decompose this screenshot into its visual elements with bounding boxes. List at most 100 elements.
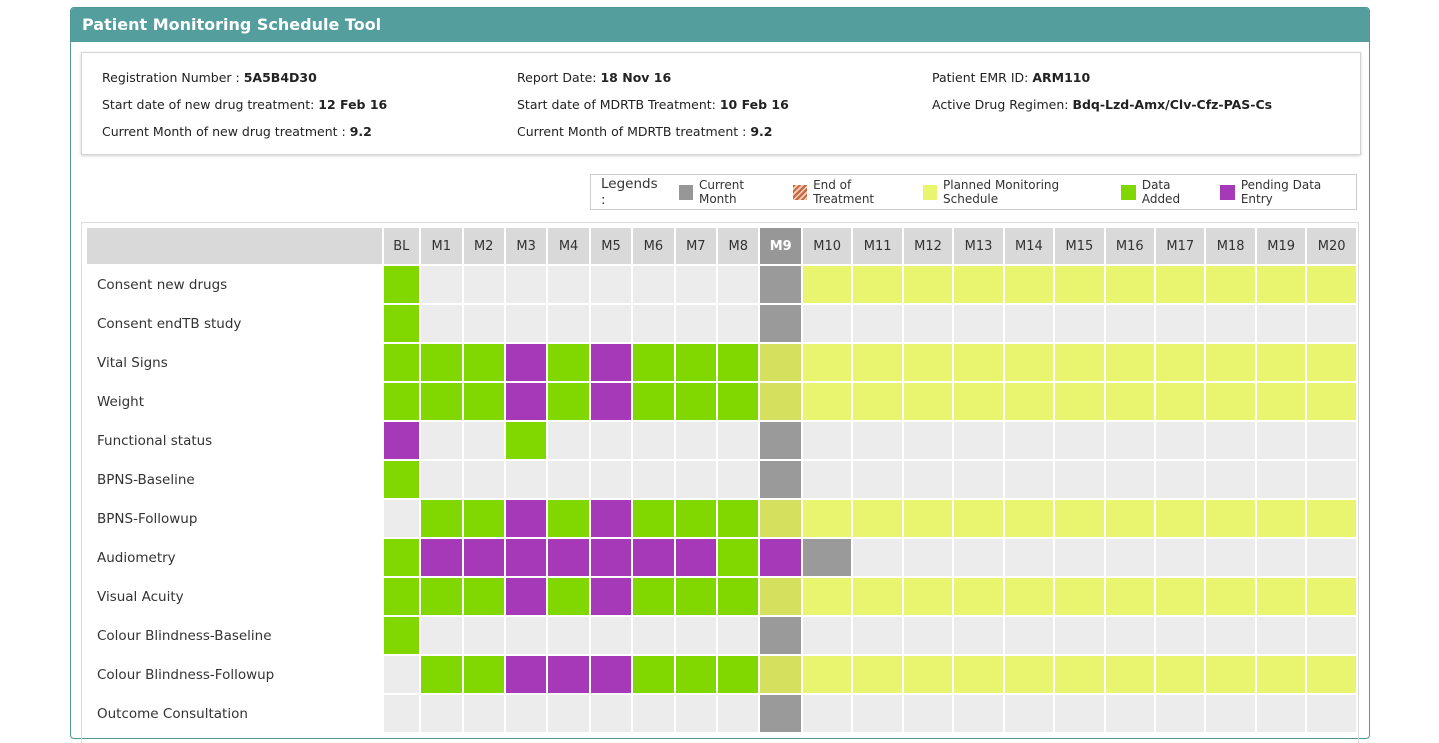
schedule-cell-data-added[interactable] [383,383,420,420]
schedule-cell-data-added[interactable] [421,578,462,615]
schedule-cell-planned [802,344,852,381]
schedule-cell-pending-entry[interactable] [505,539,547,576]
schedule-cell-data-added[interactable] [633,656,674,693]
schedule-cell-pending-entry[interactable] [675,539,717,576]
schedule-cell-data-added[interactable] [383,344,420,381]
schedule-cell-data-added[interactable] [421,500,462,537]
schedule-cell-data-added[interactable] [463,578,504,615]
activity-label: Audiometry [87,539,382,576]
schedule-row: Functional status [87,422,1356,459]
schedule-cell-data-added[interactable] [675,656,717,693]
schedule-cell-data-added[interactable] [421,656,462,693]
schedule-cell-data-added[interactable] [548,578,589,615]
schedule-cell-empty [1105,461,1155,498]
schedule-cell-data-added[interactable] [548,383,589,420]
schedule-cell-pending-entry[interactable] [505,344,547,381]
schedule-cell-planned [802,383,852,420]
schedule-cell-pending-entry[interactable] [590,500,632,537]
schedule-cell-empty [633,461,674,498]
schedule-cell-pending-entry[interactable] [505,383,547,420]
schedule-cell-current-month [760,422,801,459]
schedule-cell-data-added[interactable] [383,539,420,576]
schedule-cell-data-added[interactable] [548,500,589,537]
schedule-cell-data-added[interactable] [463,383,504,420]
schedule-cell-empty [675,617,717,654]
schedule-cell-data-added[interactable] [463,344,504,381]
month-header-m17: M17 [1156,228,1205,264]
schedule-cell-data-added[interactable] [675,344,717,381]
schedule-cell-data-added[interactable] [633,500,674,537]
schedule-cell-pending-entry[interactable] [505,656,547,693]
schedule-cell-data-added[interactable] [383,305,420,342]
activity-label: Weight [87,383,382,420]
schedule-cell-data-added[interactable] [718,539,759,576]
schedule-cell-empty [1004,617,1054,654]
schedule-row: BPNS-Baseline [87,461,1356,498]
schedule-cell-planned [1307,578,1356,615]
legend-current-month: Current Month [698,178,745,206]
schedule-cell-data-added[interactable] [675,383,717,420]
monitoring-panel: Patient Monitoring Schedule Tool Registr… [70,7,1370,743]
schedule-cell-planned [1206,344,1255,381]
schedule-cell-data-added[interactable] [383,578,420,615]
schedule-cell-data-added[interactable] [718,578,759,615]
schedule-cell-data-added[interactable] [633,344,674,381]
activity-label: Consent endTB study [87,305,382,342]
schedule-cell-pending-entry[interactable] [505,578,547,615]
schedule-cell-data-added[interactable] [675,578,717,615]
schedule-cell-data-added[interactable] [718,383,759,420]
schedule-cell-empty [903,461,953,498]
schedule-cell-data-added[interactable] [548,344,589,381]
schedule-cell-data-added[interactable] [675,500,717,537]
schedule-cell-data-added[interactable] [718,344,759,381]
schedule-cell-empty [1256,539,1306,576]
schedule-cell-pending-entry[interactable] [548,656,589,693]
schedule-cell-current-month [760,461,801,498]
month-header-m10: M10 [802,228,852,264]
schedule-cell-data-added[interactable] [383,266,420,303]
schedule-cell-empty [853,461,902,498]
schedule-cell-data-added[interactable] [633,578,674,615]
schedule-cell-empty [463,695,504,732]
schedule-cell-data-added[interactable] [421,383,462,420]
schedule-cell-empty [675,266,717,303]
schedule-cell-current-month-planned [760,656,801,693]
schedule-cell-pending-entry[interactable] [421,539,462,576]
schedule-cell-pending-entry[interactable] [505,500,547,537]
schedule-cell-data-added[interactable] [718,500,759,537]
schedule-cell-data-added[interactable] [633,383,674,420]
schedule-cell-data-added[interactable] [505,422,547,459]
schedule-cell-planned [802,500,852,537]
schedule-cell-pending-entry[interactable] [590,578,632,615]
schedule-cell-empty [1256,617,1306,654]
schedule-cell-pending-entry[interactable] [548,539,589,576]
schedule-cell-current-month-planned [760,500,801,537]
schedule-cell-pending-entry[interactable] [590,344,632,381]
schedule-cell-pending-entry[interactable] [590,539,632,576]
schedule-cell-planned [1156,500,1205,537]
schedule-cell-pending-entry[interactable] [633,539,674,576]
schedule-cell-data-added[interactable] [421,344,462,381]
schedule-grid[interactable]: BL M1 M2 M3 M4 M5 M6 M7 M8 M9 M10 M11 M12 M13 M14 M15 M1… [81,222,1359,743]
schedule-cell-pending-entry[interactable] [590,656,632,693]
schedule-cell-data-added[interactable] [383,617,420,654]
schedule-cell-pending-entry[interactable] [383,422,420,459]
schedule-cell-empty [903,422,953,459]
info-column-3: Patient EMR ID: ARM110 Active Drug Regim… [932,70,1272,124]
schedule-cell-empty [903,305,953,342]
info-column-1: Registration Number : 5A5B4D30 Start dat… [102,70,387,151]
activity-label: Consent new drugs [87,266,382,303]
schedule-cell-empty [718,695,759,732]
schedule-cell-empty [548,461,589,498]
schedule-cell-empty [590,266,632,303]
schedule-cell-empty [1105,422,1155,459]
schedule-cell-data-added[interactable] [463,500,504,537]
schedule-cell-pending-entry[interactable] [463,539,504,576]
schedule-cell-data-added[interactable] [383,461,420,498]
schedule-cell-pending-entry[interactable] [760,539,801,576]
schedule-cell-planned [903,266,953,303]
schedule-cell-data-added[interactable] [463,656,504,693]
schedule-cell-pending-entry[interactable] [590,383,632,420]
schedule-cell-data-added[interactable] [718,656,759,693]
schedule-cell-planned [954,344,1003,381]
